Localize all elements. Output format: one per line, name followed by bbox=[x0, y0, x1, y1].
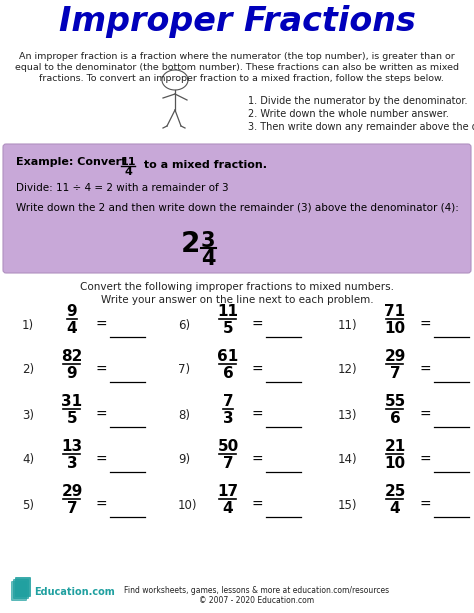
Text: 7: 7 bbox=[223, 456, 233, 471]
Text: Write your answer on the line next to each problem.: Write your answer on the line next to ea… bbox=[100, 295, 374, 305]
Text: 61: 61 bbox=[218, 349, 238, 364]
Text: =: = bbox=[420, 318, 432, 332]
Text: =: = bbox=[252, 408, 264, 422]
Text: =: = bbox=[252, 453, 264, 467]
Text: 10: 10 bbox=[384, 456, 406, 471]
Text: 3: 3 bbox=[67, 456, 77, 471]
Text: =: = bbox=[420, 408, 432, 422]
Text: 4: 4 bbox=[223, 501, 233, 516]
Text: 11: 11 bbox=[120, 157, 136, 167]
Text: 4: 4 bbox=[201, 249, 215, 269]
Text: 4: 4 bbox=[390, 501, 401, 516]
Text: 71: 71 bbox=[384, 304, 406, 319]
Text: 7: 7 bbox=[390, 366, 401, 381]
Text: Example: Convert: Example: Convert bbox=[16, 157, 127, 167]
Text: 12): 12) bbox=[338, 364, 357, 376]
FancyBboxPatch shape bbox=[13, 579, 28, 598]
Text: 9: 9 bbox=[67, 366, 77, 381]
Text: 8): 8) bbox=[178, 408, 190, 422]
Text: 4: 4 bbox=[124, 167, 132, 177]
FancyBboxPatch shape bbox=[16, 577, 30, 596]
Text: 7: 7 bbox=[223, 394, 233, 409]
Text: =: = bbox=[252, 498, 264, 512]
Text: 11): 11) bbox=[338, 319, 357, 332]
Text: 6): 6) bbox=[178, 319, 190, 332]
Text: Education.com: Education.com bbox=[34, 587, 115, 597]
Text: Convert the following improper fractions to mixed numbers.: Convert the following improper fractions… bbox=[80, 282, 394, 292]
Text: 5: 5 bbox=[67, 411, 77, 426]
Text: 17: 17 bbox=[218, 484, 238, 499]
Text: 4: 4 bbox=[67, 321, 77, 336]
FancyBboxPatch shape bbox=[3, 144, 471, 273]
Text: 13: 13 bbox=[62, 439, 82, 454]
Text: 3. Then write down any remainder above the denominator.: 3. Then write down any remainder above t… bbox=[248, 122, 474, 132]
Text: An improper fraction is a fraction where the numerator (the top number), is grea: An improper fraction is a fraction where… bbox=[19, 52, 455, 61]
Text: 10: 10 bbox=[384, 321, 406, 336]
Text: 1): 1) bbox=[22, 319, 34, 332]
Text: Divide: 11 ÷ 4 = 2 with a remainder of 3: Divide: 11 ÷ 4 = 2 with a remainder of 3 bbox=[16, 183, 228, 193]
Text: 25: 25 bbox=[384, 484, 406, 499]
FancyBboxPatch shape bbox=[11, 582, 27, 601]
Text: 2): 2) bbox=[22, 364, 34, 376]
Text: =: = bbox=[252, 318, 264, 332]
Text: 21: 21 bbox=[384, 439, 406, 454]
Text: to a mixed fraction.: to a mixed fraction. bbox=[140, 160, 267, 170]
Text: 55: 55 bbox=[384, 394, 406, 409]
Text: =: = bbox=[96, 363, 108, 377]
Text: =: = bbox=[96, 408, 108, 422]
Text: 3: 3 bbox=[201, 231, 215, 251]
Text: 13): 13) bbox=[338, 408, 357, 422]
Text: =: = bbox=[420, 363, 432, 377]
Text: 6: 6 bbox=[223, 366, 233, 381]
Text: 2. Write down the whole number answer.: 2. Write down the whole number answer. bbox=[248, 109, 449, 119]
Text: 6: 6 bbox=[390, 411, 401, 426]
Text: Improper Fractions: Improper Fractions bbox=[59, 5, 415, 38]
Text: Find worksheets, games, lessons & more at education.com/resources: Find worksheets, games, lessons & more a… bbox=[125, 586, 390, 595]
Text: equal to the denominator (the bottom number). These fractions can also be writte: equal to the denominator (the bottom num… bbox=[15, 63, 459, 72]
Text: 29: 29 bbox=[384, 349, 406, 364]
Text: 7): 7) bbox=[178, 364, 190, 376]
Text: 3): 3) bbox=[22, 408, 34, 422]
Text: 9: 9 bbox=[67, 304, 77, 319]
Text: 5: 5 bbox=[223, 321, 233, 336]
Text: © 2007 - 2020 Education.com: © 2007 - 2020 Education.com bbox=[200, 596, 315, 605]
Text: Write down the 2 and then write down the remainder (3) above the denominator (4): Write down the 2 and then write down the… bbox=[16, 203, 459, 213]
Text: 9): 9) bbox=[178, 454, 190, 466]
Text: 29: 29 bbox=[61, 484, 82, 499]
Text: =: = bbox=[96, 318, 108, 332]
Text: 14): 14) bbox=[338, 454, 357, 466]
Text: =: = bbox=[96, 453, 108, 467]
Text: 1. Divide the numerator by the denominator.: 1. Divide the numerator by the denominat… bbox=[248, 96, 467, 106]
Text: 7: 7 bbox=[67, 501, 77, 516]
Text: 50: 50 bbox=[218, 439, 238, 454]
Text: =: = bbox=[420, 453, 432, 467]
Text: 82: 82 bbox=[61, 349, 82, 364]
Text: 3: 3 bbox=[223, 411, 233, 426]
Text: fractions. To convert an improper fraction to a mixed fraction, follow the steps: fractions. To convert an improper fracti… bbox=[30, 74, 444, 83]
Text: 5): 5) bbox=[22, 498, 34, 511]
Text: =: = bbox=[252, 363, 264, 377]
Text: =: = bbox=[420, 498, 432, 512]
Text: 2: 2 bbox=[181, 230, 200, 258]
Text: 11: 11 bbox=[218, 304, 238, 319]
Text: 15): 15) bbox=[338, 498, 357, 511]
Text: 10): 10) bbox=[178, 498, 198, 511]
Text: =: = bbox=[96, 498, 108, 512]
Text: 31: 31 bbox=[62, 394, 82, 409]
Text: 4): 4) bbox=[22, 454, 34, 466]
